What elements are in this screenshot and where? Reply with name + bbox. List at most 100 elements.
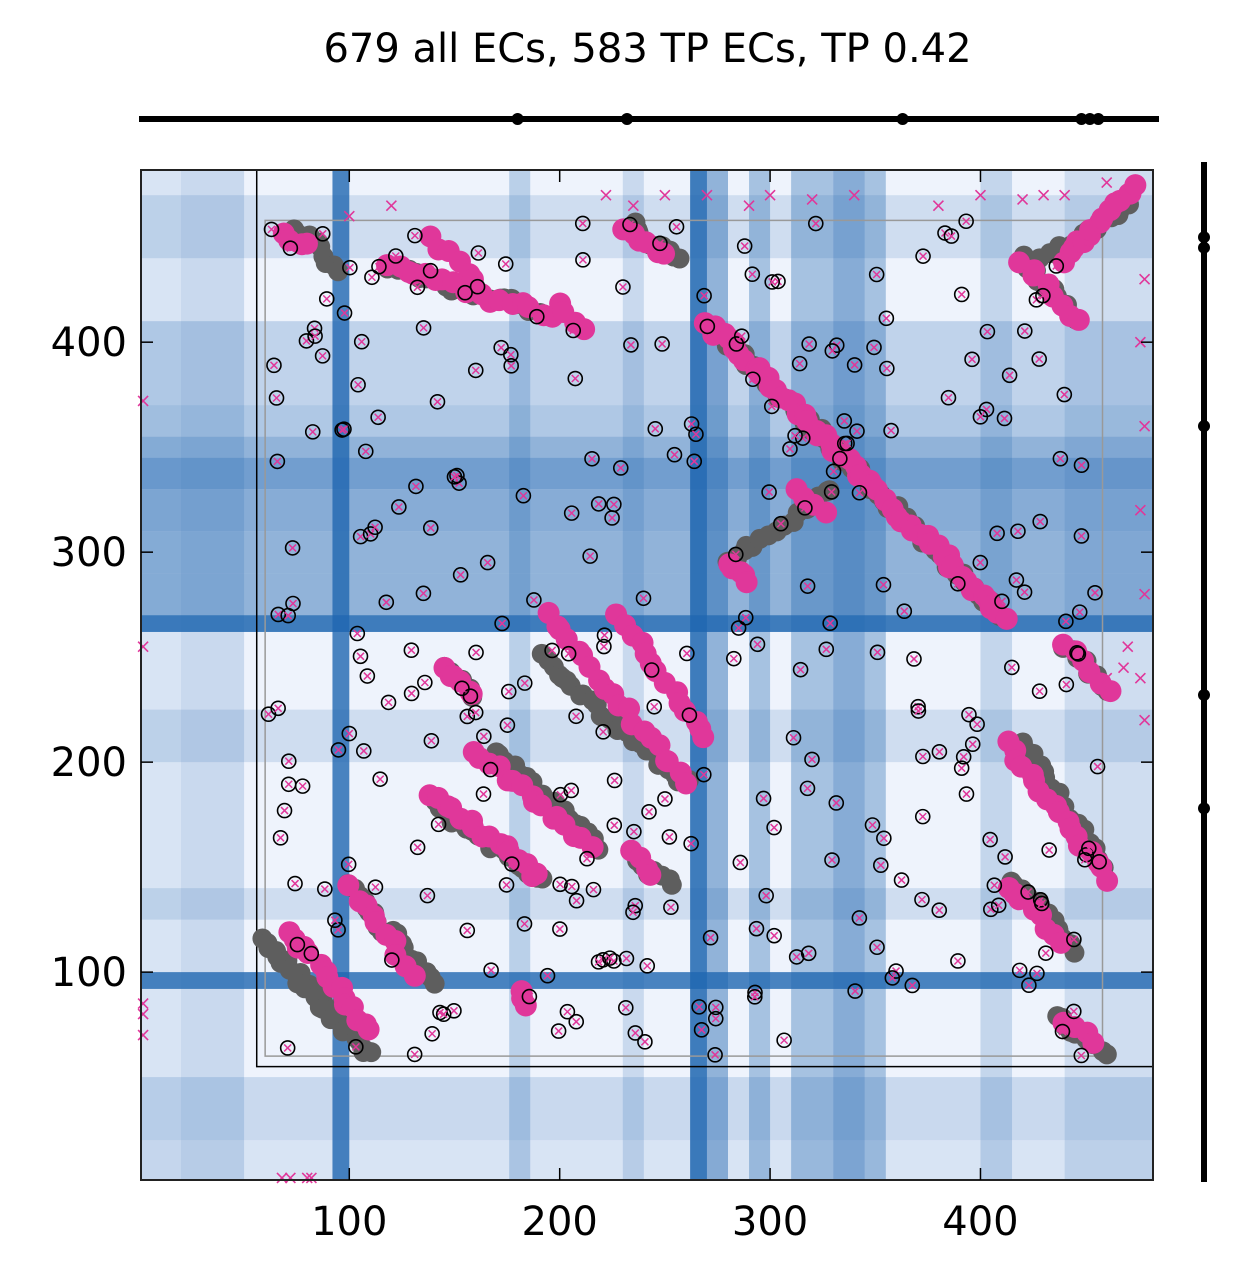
pair-cross: [563, 1007, 572, 1016]
predicted-pair-marker: [364, 269, 380, 286]
predicted-pair-marker: [266, 357, 282, 374]
edge-cross: [1038, 189, 1050, 201]
edge-cross: [932, 200, 944, 212]
pair-circle: [559, 1003, 576, 1020]
pair-cross: [873, 648, 882, 657]
pair-circle: [1071, 604, 1088, 620]
background-band-y: [141, 615, 1153, 632]
predicted-pair-marker: [847, 983, 863, 999]
predicted-pair-marker: [851, 484, 868, 501]
pair-circle: [983, 901, 999, 918]
pair-circle: [972, 409, 989, 425]
pair-circle: [869, 939, 885, 956]
pair-cross: [334, 745, 343, 754]
pair-circle: [1073, 457, 1090, 474]
pair-cross: [770, 931, 779, 940]
predicted-pair-marker: [559, 1003, 576, 1020]
pair-cross: [791, 431, 800, 440]
predicted-pair-marker: [459, 922, 476, 939]
pair-circle: [823, 484, 840, 500]
pair-cross: [643, 961, 652, 970]
predicted-pair-marker: [836, 413, 853, 429]
predicted-pair-markers: [260, 213, 1107, 1064]
predicted-pair-marker: [1020, 884, 1036, 900]
predicted-pair-marker: [468, 644, 484, 661]
predicted-pair-marker: [500, 683, 517, 700]
predicted-pair-marker: [732, 854, 749, 871]
tp-ec-points: [272, 174, 1147, 1054]
predicted-pair-marker: [1016, 323, 1033, 339]
pair-circle: [766, 819, 782, 836]
pair-circle: [1031, 683, 1048, 700]
pair-cross: [1069, 935, 1078, 944]
pair-circle: [641, 804, 657, 820]
predicted-pair-marker: [668, 218, 685, 235]
pair-cross: [753, 640, 762, 649]
pair-cross: [1058, 1027, 1067, 1036]
pair-circle: [422, 262, 439, 279]
pair-circle: [575, 252, 591, 268]
pair-cross: [626, 340, 635, 349]
predicted-pair-marker: [430, 816, 447, 833]
pair-cross: [962, 790, 971, 799]
pair-circle: [982, 831, 998, 848]
pair-circle: [380, 694, 397, 711]
predicted-pair-marker: [688, 426, 704, 443]
pair-cross: [1062, 680, 1071, 689]
pair-cross: [665, 832, 674, 841]
tp-ec-point: [692, 726, 715, 749]
pair-circle: [958, 213, 974, 230]
pair-circle: [430, 816, 447, 833]
pair-cross: [687, 419, 696, 429]
pair-circle: [622, 216, 638, 233]
pair-cross: [997, 597, 1006, 606]
pair-circle: [799, 578, 816, 594]
predicted-pair-marker: [467, 362, 484, 379]
pair-cross: [1020, 327, 1029, 336]
predicted-pair-marker: [1011, 962, 1028, 979]
pair-circle: [270, 606, 287, 623]
predicted-pair-marker: [797, 500, 813, 516]
pair-cross: [650, 702, 659, 711]
pair-circle: [565, 322, 582, 339]
pair-circle: [446, 469, 463, 485]
pair-cross: [703, 322, 712, 331]
pair-cross: [298, 782, 307, 791]
pair-circle: [1038, 945, 1054, 961]
pair-cross: [805, 340, 814, 349]
edge-cross: [1101, 177, 1113, 189]
pair-cross: [828, 346, 837, 355]
predicted-pair-marker: [280, 753, 297, 769]
edge-cross: [659, 189, 671, 201]
predicted-pair-marker: [590, 954, 607, 970]
pair-circle: [585, 881, 602, 898]
pair-circle: [483, 962, 499, 978]
predicted-pair-marker: [1054, 1023, 1071, 1040]
pair-circle: [567, 370, 584, 387]
predicted-pair-marker: [666, 446, 683, 463]
pair-cross: [647, 665, 656, 675]
pair-cross: [520, 679, 529, 688]
predicted-pair-marker: [564, 878, 580, 895]
pair-cross: [330, 916, 339, 925]
predicted-pair-marker: [415, 320, 432, 336]
pair-circle: [279, 1040, 296, 1056]
pair-circle: [866, 339, 882, 356]
predicted-pair-marker: [764, 274, 781, 290]
pair-cross: [644, 807, 654, 816]
predicted-pair-marker: [915, 748, 931, 765]
pair-cross: [283, 1043, 292, 1052]
pair-circle: [1069, 645, 1085, 661]
pair-cross: [762, 891, 771, 900]
background-band-y: [141, 531, 1153, 574]
pair-cross: [986, 905, 995, 914]
chart-title: 679 all ECs, 583 TP ECs, TP 0.42: [323, 26, 972, 72]
pair-cross: [976, 412, 985, 421]
predicted-pair-marker: [627, 1025, 644, 1041]
pair-circle: [749, 636, 766, 653]
predicted-pair-marker: [318, 291, 335, 307]
predicted-pair-marker: [832, 450, 848, 467]
pair-cross: [486, 765, 495, 774]
predicted-pair-marker: [446, 469, 463, 485]
tp-ec-point: [581, 836, 604, 859]
